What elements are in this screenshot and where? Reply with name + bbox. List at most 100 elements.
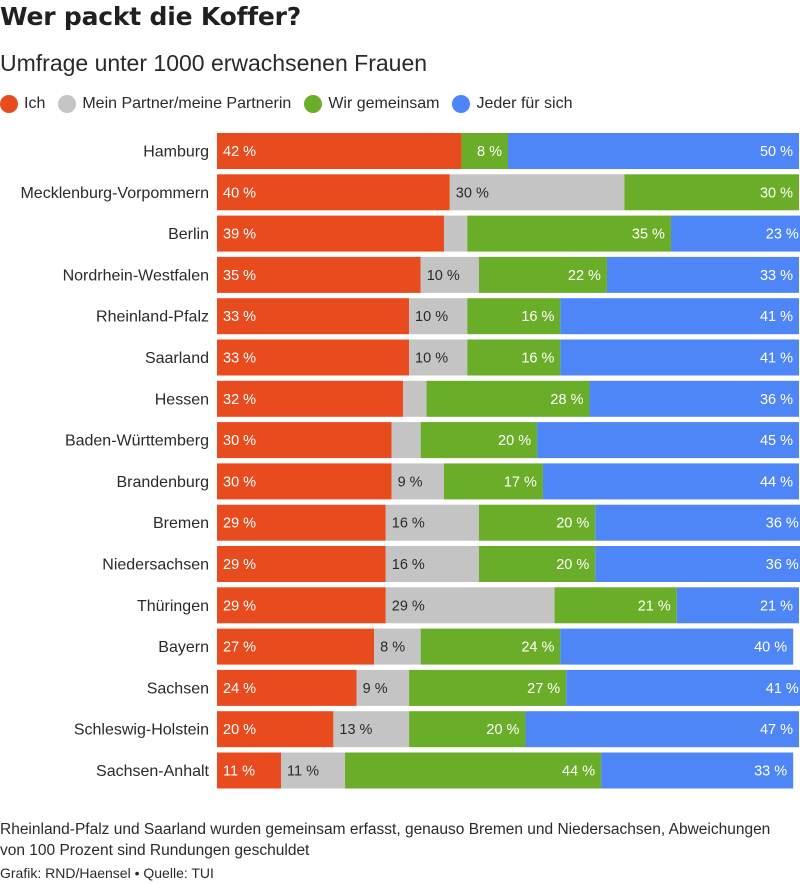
bar-label-nordrhein-westfalen-wir-gemeinsam: 22 % bbox=[568, 268, 601, 284]
bar-label-sachsen-wir-gemeinsam: 27 % bbox=[527, 681, 560, 697]
bar-sachsen-mein-partner-meine-partnerin bbox=[356, 669, 410, 706]
bar-label-brandenburg-ich: 30 % bbox=[223, 474, 256, 490]
bar-hessen-wir-gemeinsam bbox=[426, 380, 590, 417]
category-label-mecklenburg-vorpommern: Mecklenburg-Vorpommern bbox=[20, 185, 209, 202]
bar-label-hamburg-ich: 42 % bbox=[223, 144, 256, 160]
category-label-bayern: Bayern bbox=[158, 639, 209, 656]
legend-label-ich: Ich bbox=[24, 95, 46, 112]
chart-title: Wer packt die Koffer? bbox=[0, 2, 302, 31]
bar-label-hessen-ich: 32 % bbox=[223, 392, 256, 408]
category-label-baden-württemberg: Baden-Württemberg bbox=[65, 433, 209, 450]
bar-label-nordrhein-westfalen-jeder-für-sich: 33 % bbox=[760, 268, 793, 284]
bar-niedersachsen-jeder-für-sich bbox=[595, 546, 800, 582]
bar-rheinland-pfalz-ich bbox=[217, 298, 410, 335]
category-label-saarland: Saarland bbox=[145, 350, 209, 367]
bar-label-thüringen-mein-partner-meine-partnerin: 29 % bbox=[392, 598, 425, 614]
bar-bremen-ich bbox=[217, 504, 386, 541]
bar-bremen-wir-gemeinsam bbox=[478, 504, 596, 541]
bar-label-thüringen-ich: 29 % bbox=[223, 598, 256, 614]
bar-mecklenburg-vorpommern-mein-partner-meine-partnerin bbox=[449, 174, 625, 211]
bar-label-mecklenburg-vorpommern-mein-partner-meine-partnerin: 30 % bbox=[456, 185, 489, 201]
bar-label-sachsen-anhalt-jeder-für-sich: 33 % bbox=[754, 764, 787, 780]
bar-niedersachsen-wir-gemeinsam bbox=[478, 546, 596, 582]
bar-berlin-mein-partner-meine-partnerin bbox=[443, 215, 468, 252]
bar-bayern-jeder-für-sich bbox=[560, 628, 794, 665]
category-label-schleswig-holstein: Schleswig-Holstein bbox=[74, 722, 209, 739]
bar-saarland-mein-partner-meine-partnerin bbox=[409, 339, 468, 376]
bar-schleswig-holstein-wir-gemeinsam bbox=[409, 711, 526, 748]
bar-label-saarland-wir-gemeinsam: 16 % bbox=[521, 351, 554, 367]
bar-bayern-mein-partner-meine-partnerin bbox=[374, 628, 421, 665]
bar-label-brandenburg-jeder-für-sich: 44 % bbox=[760, 474, 793, 490]
legend-label-jeder: Jeder für sich bbox=[476, 95, 573, 112]
bar-hamburg-wir-gemeinsam bbox=[461, 133, 508, 169]
bar-sachsen-anhalt-wir-gemeinsam bbox=[345, 752, 602, 789]
footnote: Rheinland-Pfalz und Saarland wurden geme… bbox=[0, 821, 771, 859]
legend: Ich Mein Partner/meine Partnerin Wir gem… bbox=[0, 95, 586, 113]
bar-mecklenburg-vorpommern-ich bbox=[217, 174, 450, 211]
category-label-sachsen: Sachsen bbox=[147, 680, 209, 697]
bar-baden-württemberg-ich bbox=[217, 422, 392, 459]
bar-sachsen-anhalt-jeder-für-sich bbox=[601, 752, 794, 789]
bar-niedersachsen-ich bbox=[217, 546, 386, 582]
bar-label-niedersachsen-mein-partner-meine-partnerin: 16 % bbox=[392, 557, 425, 573]
bar-hessen-jeder-für-sich bbox=[589, 380, 799, 417]
bar-label-rheinland-pfalz-mein-partner-meine-partnerin: 10 % bbox=[415, 309, 448, 325]
bar-label-bremen-jeder-für-sich: 36 % bbox=[766, 516, 799, 532]
bar-sachsen-anhalt-ich bbox=[217, 752, 282, 789]
bar-hessen-ich bbox=[217, 380, 404, 417]
bar-brandenburg-ich bbox=[217, 463, 392, 500]
bar-saarland-jeder-für-sich bbox=[560, 339, 799, 376]
bar-label-brandenburg-wir-gemeinsam: 17 % bbox=[504, 474, 537, 490]
bar-niedersachsen-mein-partner-meine-partnerin bbox=[385, 546, 479, 582]
category-label-hamburg: Hamburg bbox=[143, 144, 209, 161]
bar-nordrhein-westfalen-mein-partner-meine-partnerin bbox=[420, 256, 479, 293]
bar-label-schleswig-holstein-wir-gemeinsam: 20 % bbox=[486, 722, 519, 738]
bar-thüringen-wir-gemeinsam bbox=[554, 587, 677, 624]
category-label-nordrhein-westfalen: Nordrhein-Westfalen bbox=[63, 267, 209, 284]
bar-nordrhein-westfalen-ich bbox=[217, 256, 421, 293]
bar-label-thüringen-jeder-für-sich: 21 % bbox=[760, 598, 793, 614]
category-label-berlin: Berlin bbox=[168, 226, 209, 243]
bar-brandenburg-jeder-für-sich bbox=[542, 463, 799, 500]
bar-label-bayern-wir-gemeinsam: 24 % bbox=[521, 640, 554, 656]
bar-label-berlin-wir-gemeinsam: 35 % bbox=[632, 227, 665, 243]
bar-label-bayern-mein-partner-meine-partnerin: 8 % bbox=[380, 640, 405, 656]
bar-label-mecklenburg-vorpommern-wir-gemeinsam: 30 % bbox=[760, 185, 793, 201]
bar-label-sachsen-ich: 24 % bbox=[223, 681, 256, 697]
legend-item-gemeinsam: Wir gemeinsam bbox=[304, 95, 439, 113]
category-label-rheinland-pfalz: Rheinland-Pfalz bbox=[96, 309, 209, 326]
bar-label-schleswig-holstein-jeder-für-sich: 47 % bbox=[760, 722, 793, 738]
bar-label-nordrhein-westfalen-mein-partner-meine-partnerin: 10 % bbox=[427, 268, 460, 284]
legend-swatch-partner bbox=[58, 95, 77, 113]
bar-saarland-ich bbox=[217, 339, 410, 376]
bar-schleswig-holstein-jeder-für-sich bbox=[525, 711, 799, 748]
bar-label-niedersachsen-wir-gemeinsam: 20 % bbox=[556, 557, 589, 573]
bar-label-hessen-wir-gemeinsam: 28 % bbox=[550, 392, 583, 408]
bar-nordrhein-westfalen-wir-gemeinsam bbox=[478, 256, 607, 293]
bar-label-brandenburg-mein-partner-meine-partnerin: 9 % bbox=[398, 474, 423, 490]
bar-schleswig-holstein-mein-partner-meine-partnerin bbox=[333, 711, 410, 748]
legend-swatch-jeder bbox=[452, 95, 471, 113]
bar-sachsen-anhalt-mein-partner-meine-partnerin bbox=[281, 752, 346, 789]
bar-label-bremen-ich: 29 % bbox=[223, 516, 256, 532]
legend-swatch-gemeinsam bbox=[304, 95, 323, 113]
bar-baden-württemberg-mein-partner-meine-partnerin bbox=[391, 422, 421, 459]
bar-label-rheinland-pfalz-jeder-für-sich: 41 % bbox=[760, 309, 793, 325]
bar-label-niedersachsen-ich: 29 % bbox=[223, 557, 256, 573]
legend-label-gemeinsam: Wir gemeinsam bbox=[328, 95, 440, 112]
bar-label-saarland-mein-partner-meine-partnerin: 10 % bbox=[415, 351, 448, 367]
bar-baden-württemberg-jeder-für-sich bbox=[537, 422, 799, 459]
source-credit: Grafik: RND/Haensel • Quelle: TUI bbox=[0, 865, 214, 881]
category-label-bremen: Bremen bbox=[153, 515, 209, 532]
bar-label-sachsen-jeder-für-sich: 41 % bbox=[766, 681, 799, 697]
legend-item-partner: Mein Partner/meine Partnerin bbox=[58, 95, 291, 113]
bar-label-bayern-ich: 27 % bbox=[223, 640, 256, 656]
bar-label-schleswig-holstein-mein-partner-meine-partnerin: 13 % bbox=[339, 722, 372, 738]
bar-berlin-wir-gemeinsam bbox=[467, 215, 671, 252]
bar-label-rheinland-pfalz-wir-gemeinsam: 16 % bbox=[521, 309, 554, 325]
bar-baden-württemberg-wir-gemeinsam bbox=[420, 422, 538, 459]
category-label-hessen: Hessen bbox=[155, 391, 209, 408]
bar-berlin-ich bbox=[217, 215, 444, 252]
